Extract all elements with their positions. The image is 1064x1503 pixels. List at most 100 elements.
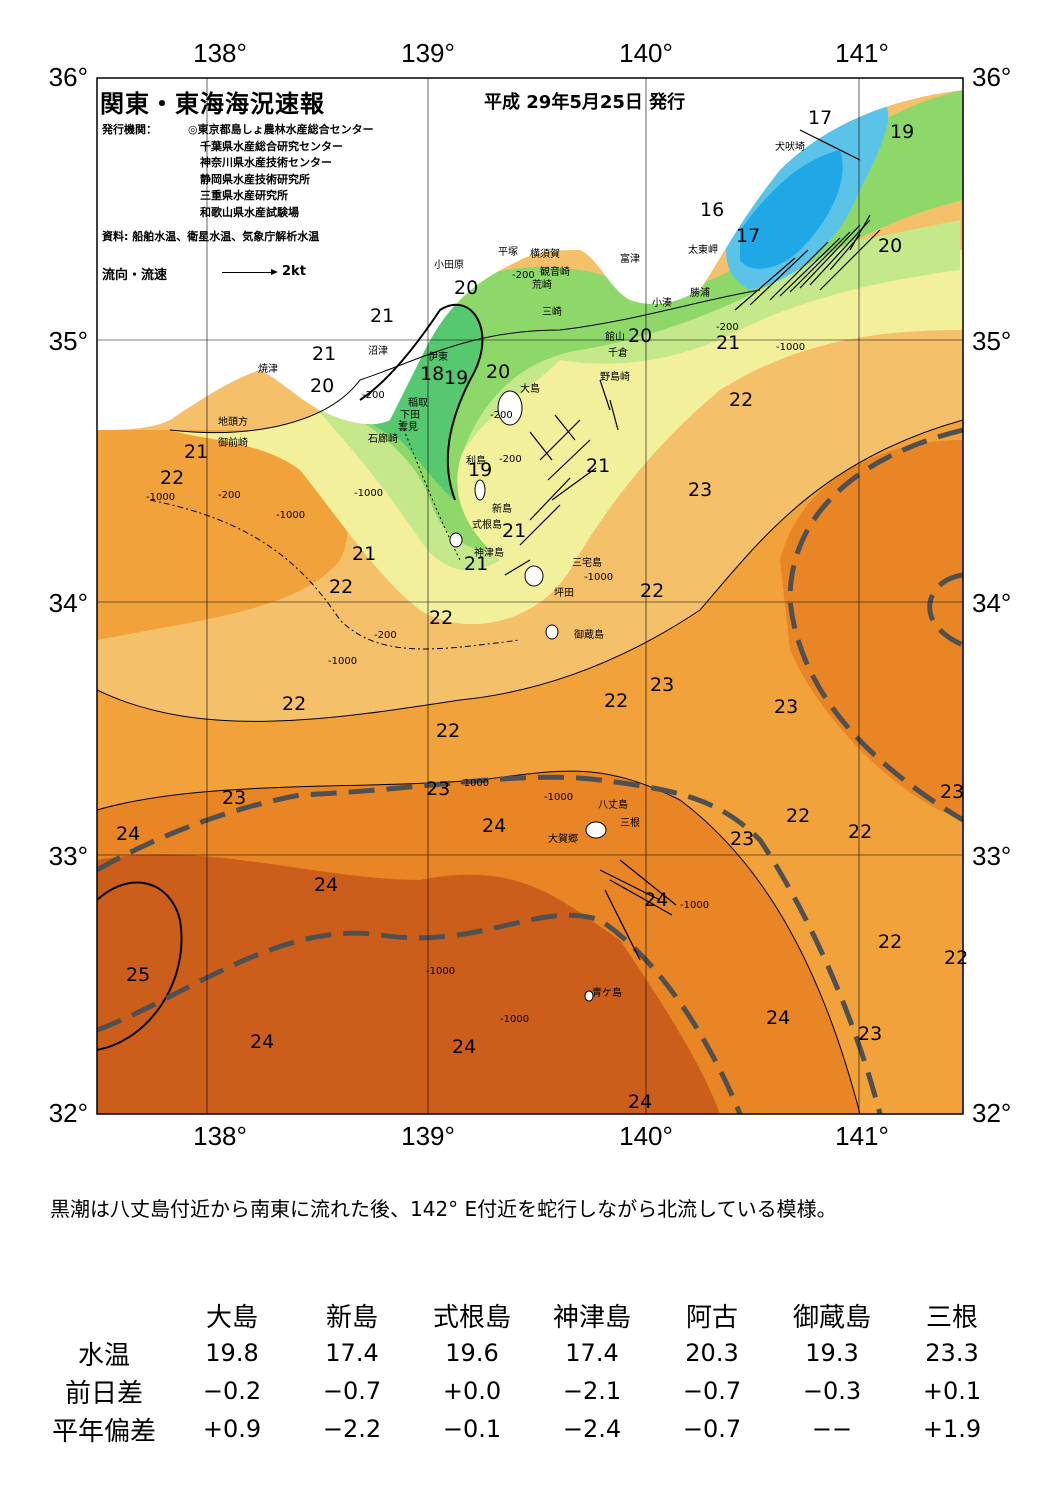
depth-label: -1000	[146, 492, 175, 503]
station-name: 新島	[325, 1302, 378, 1333]
place-label: 野島崎	[600, 370, 630, 383]
place-label: 新島	[492, 502, 512, 515]
place-label: 平塚	[498, 246, 518, 258]
isotherm-label: 20	[310, 375, 334, 397]
kuroshio-axis-main	[97, 774, 883, 1114]
lat-label-right: 33°	[972, 841, 1011, 871]
table-cell: −−	[811, 1415, 853, 1443]
current-vector	[551, 467, 597, 501]
map-canvas: 138° 139° 140° 141° 138° 139° 140° 141° 36° 35° 34…	[49, 38, 1012, 1151]
table-cell: 19.8	[205, 1339, 259, 1367]
isotherm-label: 20	[486, 361, 510, 383]
lat-label-left: 36°	[49, 62, 88, 92]
lon-label-bottom: 141°	[835, 1121, 889, 1151]
sea-area-25	[97, 854, 720, 1114]
current-vector	[849, 214, 871, 251]
isotherm-label: 18	[420, 363, 444, 385]
current-vector	[519, 504, 561, 546]
current-vector	[619, 859, 677, 906]
kuroshio-axis	[97, 427, 963, 1114]
depth-label: -1000	[584, 572, 613, 583]
table-cell: −2.4	[562, 1415, 622, 1443]
sea-area-14	[740, 150, 843, 269]
isotherm-21	[169, 289, 761, 433]
isotherm-label: 22	[729, 389, 753, 411]
isotherm-label: 17	[736, 225, 760, 247]
isotherm-label: 22	[282, 693, 306, 715]
issuer-item: 静岡県水産技術研究所	[200, 172, 310, 186]
table-header-row: 大島 新島 式根島 神津島 阿古 御蔵島 三根	[36, 1296, 1012, 1334]
lat-label-right: 32°	[972, 1098, 1011, 1128]
island-shape	[545, 624, 559, 640]
island-shape	[524, 565, 544, 587]
place-label: 三根	[620, 816, 640, 829]
isotherm-23	[97, 770, 861, 1114]
isotherm-label: 22	[786, 805, 810, 827]
isotherm-label: 22	[640, 580, 664, 602]
table-cell: −0.2	[202, 1377, 262, 1405]
isotherm-label: 23	[688, 479, 712, 501]
place-label: 雲見	[398, 421, 418, 433]
isotherm-label: 24	[766, 1007, 790, 1029]
isotherm-label: 20	[878, 235, 902, 257]
isotherm-label: 24	[482, 815, 506, 837]
current-vector	[599, 379, 611, 411]
isotherm-label: 22	[604, 690, 628, 712]
depth-label: -1000	[500, 1014, 529, 1025]
depth-label: -200	[218, 490, 241, 501]
place-label: 伊東	[428, 350, 448, 363]
station-name: 三根	[925, 1302, 978, 1333]
current-vector	[734, 257, 796, 311]
isotherm-label: 21	[464, 553, 488, 575]
place-label: 石廊崎	[368, 432, 398, 445]
lat-label-right: 36°	[972, 62, 1011, 92]
table-cell: −0.3	[802, 1377, 862, 1405]
isotherm-label: 22	[329, 576, 353, 598]
current-vector	[599, 869, 661, 901]
place-label: 焼津	[258, 363, 278, 375]
summary-sentence: 黒潮は八丈島付近から南東に流れた後、142° E付近を蛇行しながら北流している模…	[50, 1197, 837, 1221]
current-vector	[547, 439, 591, 481]
row-label: 平年偏差	[51, 1416, 156, 1447]
isotherm-label: 22	[878, 931, 902, 953]
issuer-item: 和歌山県水産試験場	[200, 205, 299, 219]
current-vector	[799, 224, 861, 289]
current-vector	[749, 249, 809, 306]
isotherm-label: 22	[848, 821, 872, 843]
isotherm-label: 23	[774, 696, 798, 718]
depth-label: -1000	[680, 900, 709, 911]
table-cell: 17.4	[325, 1339, 379, 1367]
island-shape	[585, 821, 607, 839]
legend-arrow-icon	[222, 269, 278, 275]
current-vector	[819, 229, 881, 291]
kuroshio-axis-eddy	[927, 572, 963, 648]
isotherm-label: 22	[436, 720, 460, 742]
place-label: 青ケ島	[592, 986, 622, 999]
issuer-item: 三重県水産研究所	[200, 189, 288, 202]
table-cell: 19.3	[805, 1339, 859, 1367]
table-cell: 20.3	[685, 1339, 739, 1367]
station-name: 阿古	[685, 1302, 738, 1333]
isotherm-label: 19	[468, 459, 492, 481]
place-label: 式根島	[472, 518, 502, 531]
place-label: 御前崎	[218, 436, 248, 449]
table-row: 水温 19.8 17.4 19.6 17.4 20.3 19.3 23.3	[36, 1334, 1012, 1372]
lon-label-top: 141°	[835, 38, 889, 68]
lat-label-left: 32°	[49, 1098, 88, 1128]
current-vector	[789, 231, 851, 293]
isotherm-label: 24	[644, 889, 668, 911]
station-name: 神津島	[552, 1302, 631, 1333]
isotherm-label: 17	[808, 107, 832, 129]
station-name: 式根島	[432, 1302, 511, 1333]
isotherm-label: 19	[890, 121, 914, 143]
islands	[449, 390, 607, 1002]
isotherm-label: 23	[222, 787, 246, 809]
table-cell: +0.1	[922, 1377, 982, 1405]
lon-label-bottom: 138°	[193, 1121, 247, 1151]
station-temperature-table: 大島 新島 式根島 神津島 阿古 御蔵島 三根 水温 19.8 17.4 19.…	[36, 1296, 1012, 1448]
place-label: 三宅島	[572, 556, 602, 569]
island-shape	[584, 990, 594, 1002]
island-shape	[497, 390, 523, 426]
table-cell: 23.3	[925, 1339, 979, 1367]
map-title: 関東・東海海況速報	[100, 90, 325, 118]
